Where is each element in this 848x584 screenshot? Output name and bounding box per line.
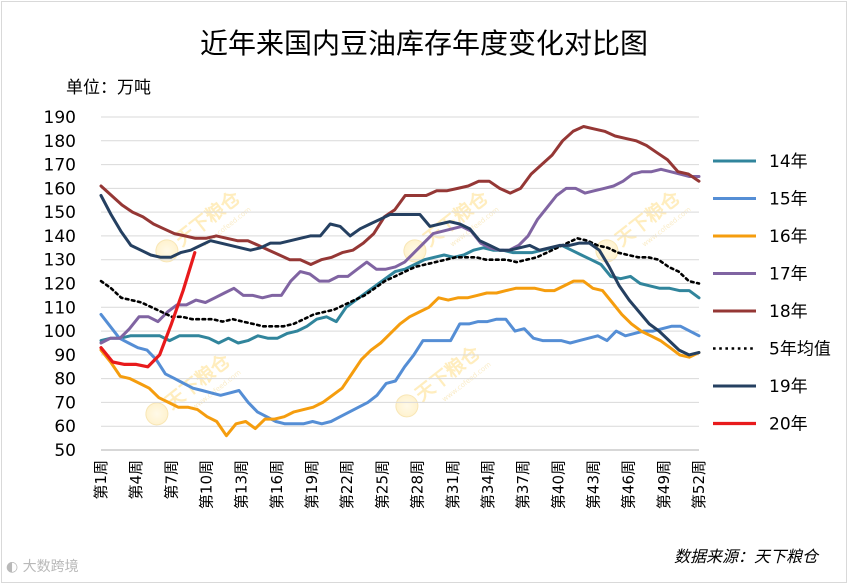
watermark-logo-icon (145, 402, 169, 426)
y-tick-label: 90 (54, 346, 76, 366)
series-line-16年 (99, 279, 701, 438)
x-tick-label: 第31周 (444, 460, 462, 509)
y-tick-label: 110 (44, 298, 76, 318)
y-tick-label: 180 (44, 132, 76, 152)
y-tick-label: 140 (44, 227, 76, 247)
y-tick-label: 70 (54, 393, 76, 413)
x-tick-label: 第7周 (162, 460, 180, 500)
series-lines (99, 125, 701, 438)
y-tick-label: 50 (54, 441, 76, 461)
logo-icon: ◐ (6, 559, 19, 575)
series-line-18年 (99, 125, 701, 266)
y-tick-label: 60 (54, 417, 76, 437)
x-tick-label: 第37周 (514, 460, 532, 509)
legend-label: 5年均值 (769, 340, 831, 360)
legend-label: 20年 (769, 415, 808, 435)
series-line-14年 (99, 243, 701, 345)
y-tick-label: 170 (44, 156, 76, 176)
series-line-20年 (99, 251, 197, 369)
x-tick-label: 第22周 (338, 460, 356, 509)
y-tick-label: 80 (54, 370, 76, 390)
x-tick-label: 第34周 (479, 460, 497, 509)
x-tick-label: 第1周 (92, 460, 110, 500)
series-line-17年 (99, 167, 701, 345)
y-tick-label: 100 (44, 322, 76, 342)
legend-label: 18年 (769, 302, 808, 322)
legend-label: 16年 (769, 227, 808, 247)
legend: 14年 15年 16年 17年 18年 5年均值 19年 20年 (713, 152, 831, 435)
x-tick-label: 第52周 (690, 460, 708, 509)
x-tick-label: 第10周 (198, 460, 216, 509)
source-note: 数据来源：天下粮仓 (674, 547, 820, 566)
logo-text: 大数跨境 (22, 559, 79, 575)
legend-label: 17年 (769, 265, 808, 285)
unit-label: 单位：万吨 (66, 78, 151, 98)
series-line-5年均值 (99, 237, 701, 328)
x-tick-label: 第43周 (584, 460, 602, 509)
x-tick-label: 第19周 (303, 460, 321, 509)
watermark-logo-icon (395, 394, 419, 418)
x-tick-label: 第4周 (127, 460, 145, 500)
x-tick-label: 第13周 (233, 460, 251, 509)
x-tick-label: 第25周 (373, 460, 391, 509)
legend-label: 15年 (769, 190, 808, 210)
chart-title: 近年来国内豆油库存年度变化对比图 (200, 27, 648, 60)
axes: 50 60 70 80 90 100 110 120 130 140 150 160 170 180 190… (44, 108, 708, 509)
x-tick-label: 第40周 (549, 460, 567, 509)
y-tick-label: 190 (44, 108, 76, 128)
x-tick-label: 第28周 (409, 460, 427, 509)
y-tick-label: 130 (44, 251, 76, 271)
series-line-15年 (99, 312, 701, 426)
legend-label: 14年 (769, 152, 808, 172)
y-tick-label: 150 (44, 203, 76, 223)
x-tick-label: 第49周 (655, 460, 673, 509)
corner-logo: ◐ 大数跨境 (6, 556, 79, 576)
y-tick-label: 160 (44, 179, 76, 199)
series-line-19年 (99, 194, 701, 357)
x-tick-label: 第46周 (620, 460, 638, 509)
y-tick-label: 120 (44, 275, 76, 295)
legend-label: 19年 (769, 377, 808, 397)
x-tick-label: 第16周 (268, 460, 286, 509)
